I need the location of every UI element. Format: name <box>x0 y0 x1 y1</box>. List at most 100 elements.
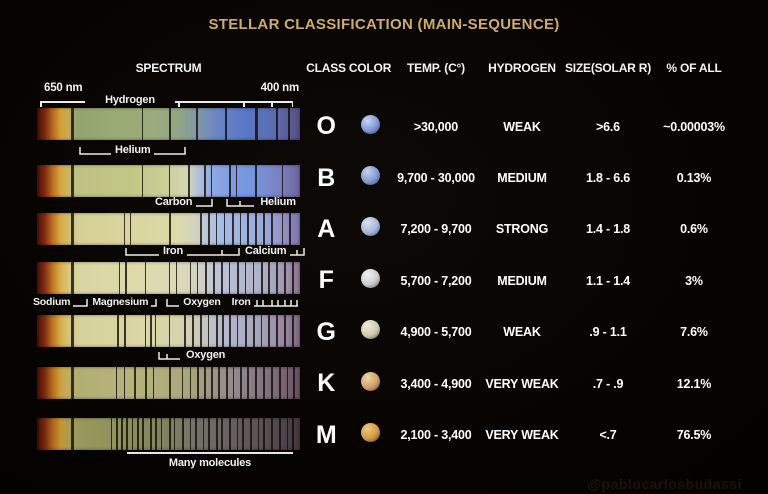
absorption-line <box>213 262 216 294</box>
absorption-line <box>276 108 279 140</box>
absorption-line <box>71 315 74 347</box>
absorption-line <box>215 315 218 347</box>
bracket-corner-icon <box>151 298 158 307</box>
class-cell: G <box>316 317 336 346</box>
hydrogen-cell: VERY WEAK <box>485 376 559 391</box>
hydrogen-cell: WEAK <box>503 119 541 134</box>
bracket-multi-tick-icon <box>253 299 298 307</box>
absorption-line <box>236 418 239 450</box>
absorption-line <box>222 315 224 347</box>
absorption-line <box>255 367 257 399</box>
absorption-line <box>239 367 242 399</box>
absorption-line <box>276 262 279 294</box>
magnesium-label: Magnesium <box>92 296 149 308</box>
absorption-line <box>144 315 147 347</box>
iron-calcium-labels: Iron Calcium <box>125 245 306 257</box>
absorption-line <box>168 418 171 450</box>
absorption-line <box>176 262 178 294</box>
absorption-line <box>223 213 226 245</box>
hydrogen-bracket-line <box>175 101 293 103</box>
wavelength-left-label: 650 nm <box>44 82 83 94</box>
absorption-line <box>260 315 263 347</box>
pct-cell: 76.5% <box>676 428 712 443</box>
bracket-right-icon <box>154 146 187 155</box>
hydrogen-cell: MEDIUM <box>497 171 547 186</box>
hydrogen-bracket-tick <box>40 101 42 107</box>
header-spectrum: SPECTRUM <box>135 61 202 75</box>
absorption-line <box>123 213 126 245</box>
absorption-line <box>268 262 270 294</box>
many-molecules-label: Many molecules <box>168 457 252 469</box>
absorption-line <box>263 367 266 399</box>
absorption-line <box>192 315 194 347</box>
absorption-line <box>131 418 134 450</box>
table-row-M: M 2,100 - 3,400 VERY WEAK <.7 76.5% <box>304 409 736 460</box>
oxygen-f-label: Oxygen <box>183 296 221 308</box>
absorption-line <box>123 367 126 399</box>
iron-f-label: Iron <box>231 296 251 308</box>
color-cell <box>348 320 392 344</box>
absorption-line <box>155 315 157 347</box>
absorption-line <box>71 108 74 140</box>
absorption-line <box>196 108 198 140</box>
absorption-line <box>168 315 170 347</box>
absorption-line <box>130 213 132 245</box>
absorption-line <box>292 262 294 294</box>
table-row-G: G 4,900 - 5,700 WEAK .9 - 1.1 7.6% <box>304 307 736 358</box>
classification-table: O >30,000 WEAK >6.6 ~0.00003% B 9,700 - 30,000… <box>304 101 736 461</box>
bracket-corner-icon <box>166 298 180 307</box>
absorption-line <box>188 165 190 197</box>
absorption-line <box>228 165 231 197</box>
absorption-line <box>204 165 206 197</box>
absorption-line <box>189 262 192 294</box>
absorption-line <box>281 213 284 245</box>
absorption-line <box>286 418 289 450</box>
color-cell <box>348 423 392 447</box>
pct-cell: 0.6% <box>680 222 708 237</box>
color-cell <box>348 166 392 190</box>
header-temp: TEMP. (C°) <box>407 61 465 75</box>
absorption-line <box>260 262 263 294</box>
pct-cell: 0.13% <box>676 171 712 186</box>
class-cell: B <box>317 163 335 192</box>
absorption-line <box>257 418 260 450</box>
bracket-corner-icon <box>196 198 214 207</box>
absorption-line <box>231 213 234 245</box>
absorption-line <box>207 315 210 347</box>
absorption-line <box>168 108 171 140</box>
absorption-line <box>263 418 266 450</box>
carbon-helium-labels: Carbon Helium <box>155 196 296 208</box>
absorption-line <box>197 367 200 399</box>
absorption-line <box>255 165 257 197</box>
bracket-ticked-icon <box>158 351 180 360</box>
f-element-labels: Sodium Magnesium Oxygen Iron <box>33 296 300 308</box>
absorption-line <box>221 418 223 450</box>
header-class: CLASS <box>306 61 346 75</box>
color-cell <box>348 268 392 293</box>
hydrogen-cell: MEDIUM <box>497 273 547 288</box>
class-cell: F <box>318 266 334 295</box>
color-cell <box>348 371 392 396</box>
absorption-line <box>144 367 147 399</box>
spectrum-strip-B <box>37 165 300 197</box>
absorption-line <box>71 262 74 294</box>
absorption-line <box>271 367 273 399</box>
temp-cell: 5,700 - 7,200 <box>400 273 472 288</box>
absorption-line <box>284 262 286 294</box>
absorption-line <box>276 315 278 347</box>
absorption-line <box>281 165 284 197</box>
iron-a-label: Iron <box>163 245 183 257</box>
hydrogen-bracket-tick <box>243 101 245 107</box>
absorption-line <box>288 108 290 140</box>
temp-cell: 3,400 - 4,900 <box>400 376 472 391</box>
absorption-line <box>204 367 206 399</box>
absorption-line <box>244 262 247 294</box>
absorption-line <box>200 213 202 245</box>
absorption-line <box>293 367 295 399</box>
absorption-line <box>71 213 74 245</box>
bracket-ticked-icon <box>186 247 240 256</box>
star-color-sphere <box>360 423 380 443</box>
g-element-labels: Oxygen <box>158 349 225 361</box>
absorption-line <box>121 418 123 450</box>
